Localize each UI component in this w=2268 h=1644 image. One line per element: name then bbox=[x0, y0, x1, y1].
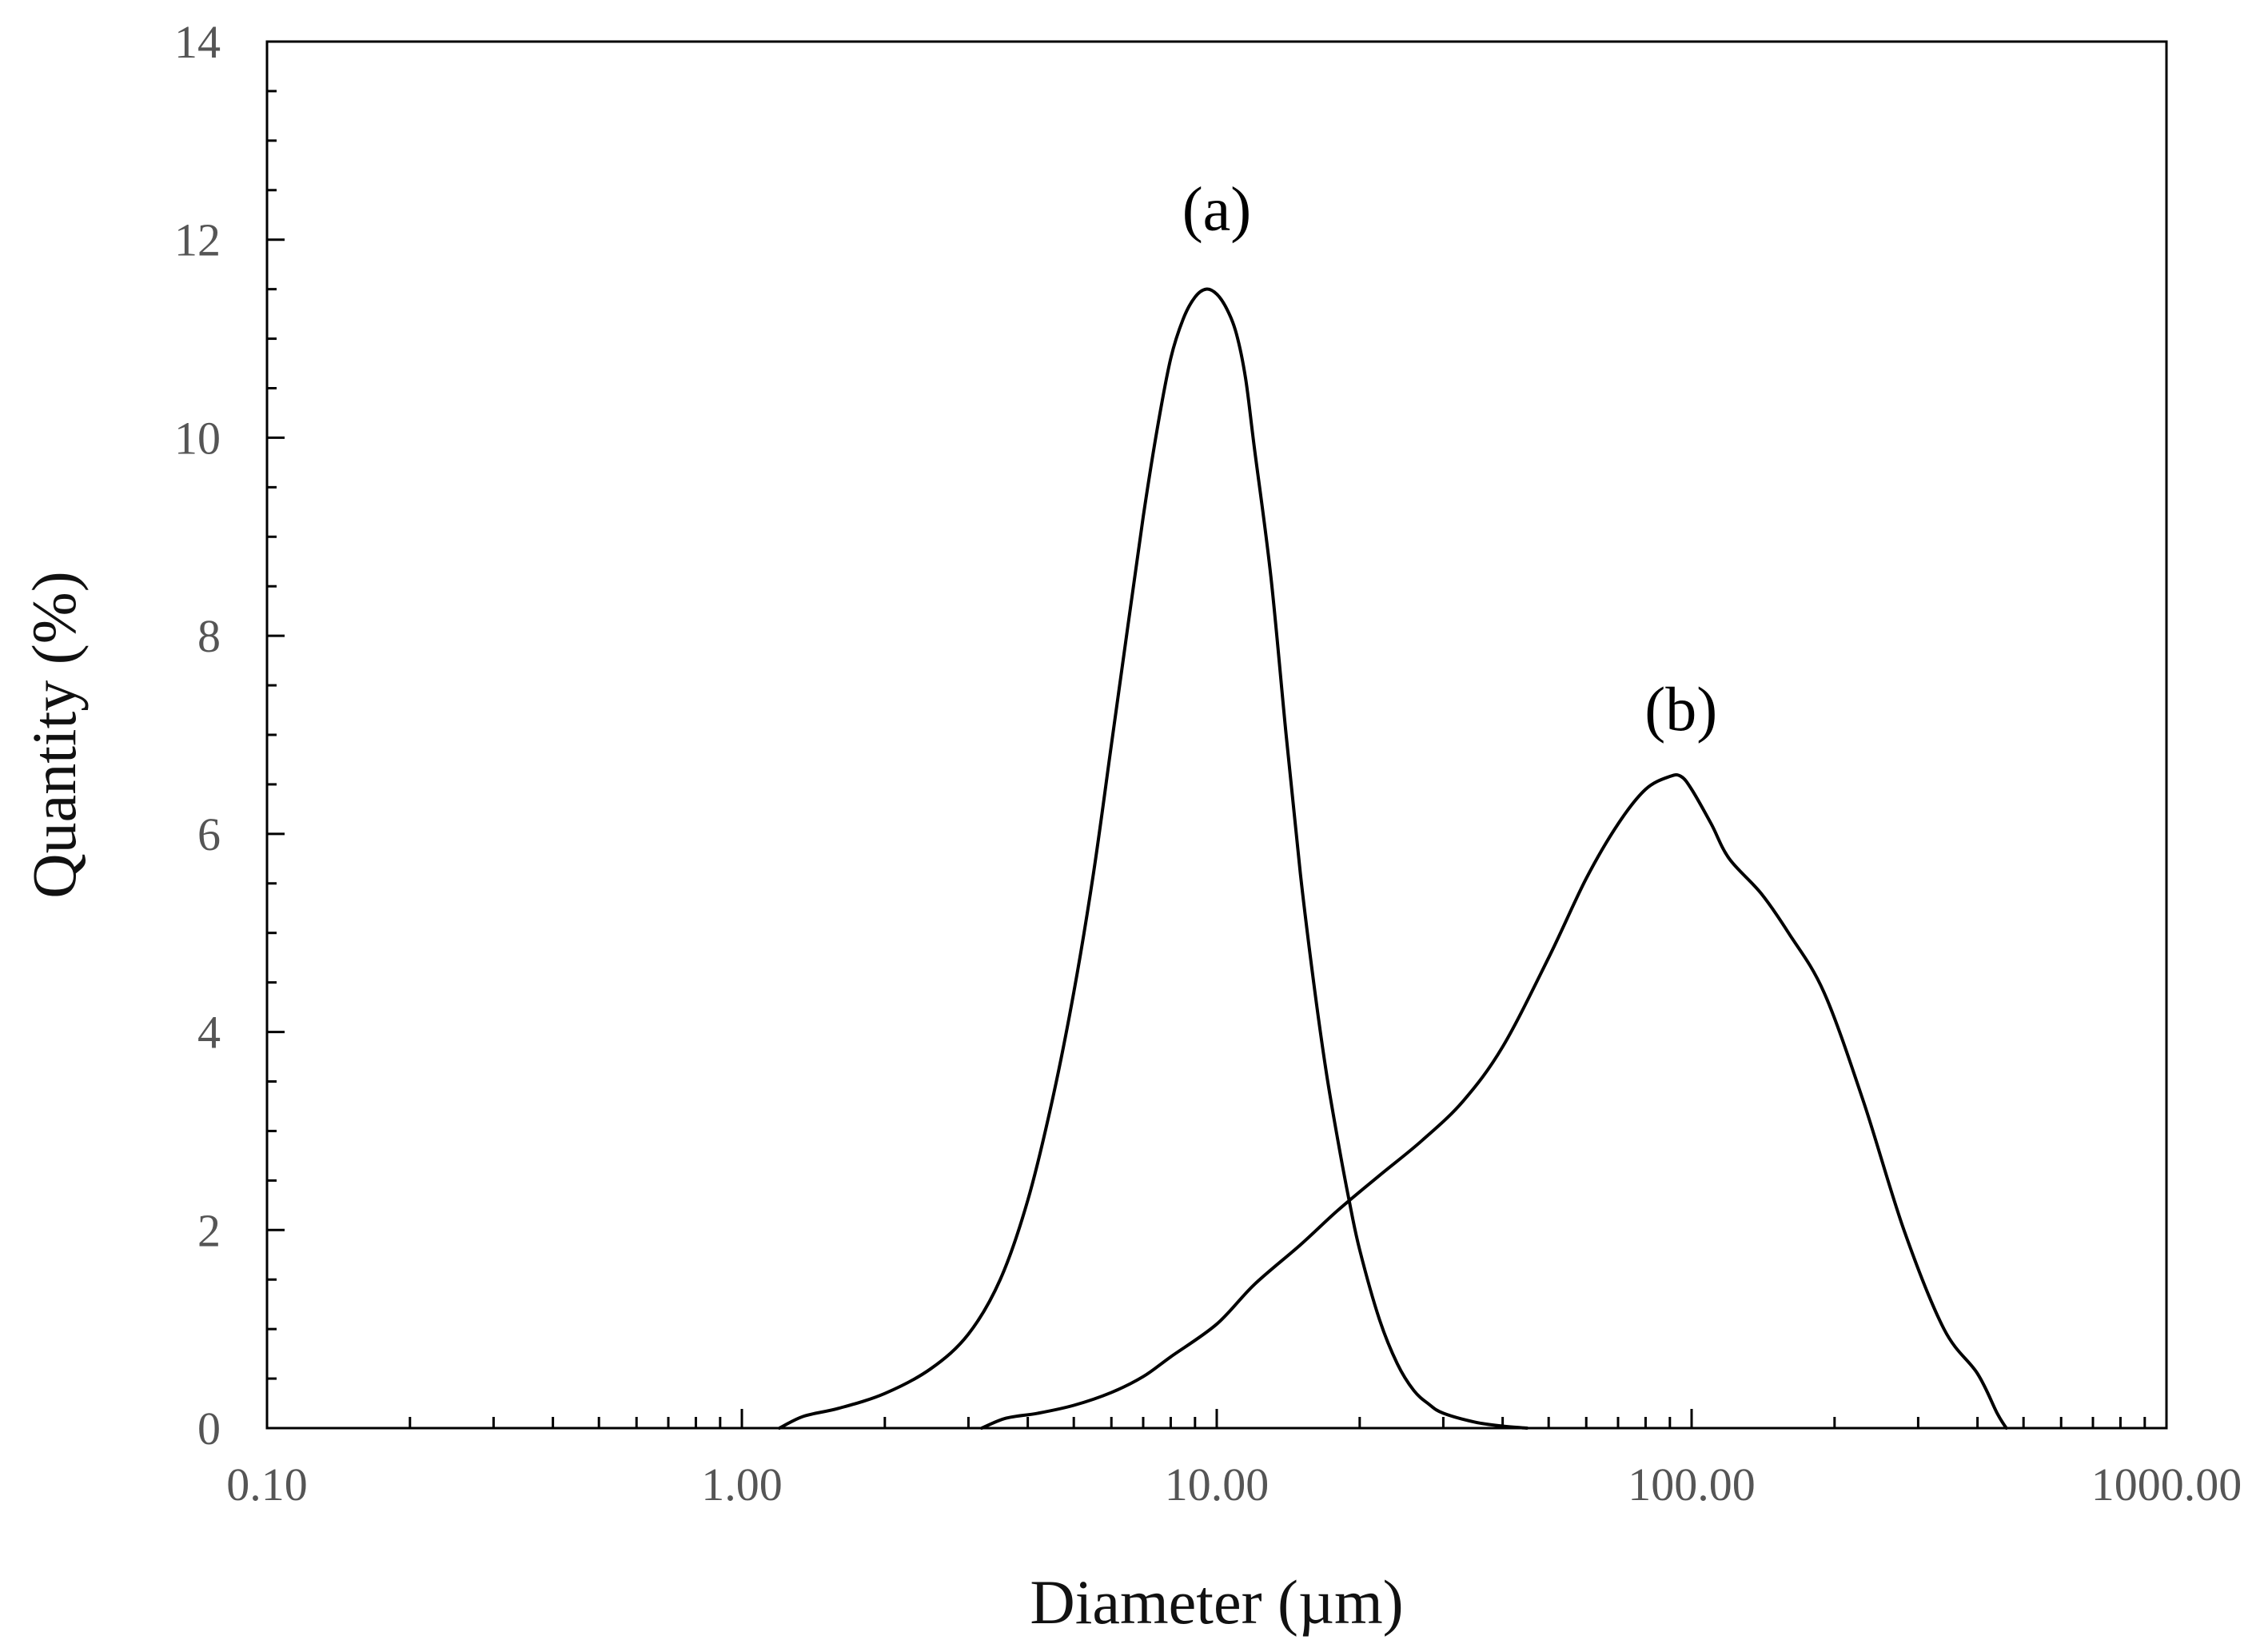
y-tick-label: 10 bbox=[174, 412, 221, 464]
x-tick-label: 1000.00 bbox=[2091, 1458, 2242, 1510]
y-tick-label: 14 bbox=[174, 16, 221, 68]
y-tick-label: 8 bbox=[197, 610, 221, 662]
x-tick-label: 0.10 bbox=[226, 1458, 308, 1510]
minor-ticks bbox=[409, 1417, 2146, 1428]
series-b-line bbox=[980, 773, 2008, 1430]
y-tick-label: 2 bbox=[197, 1204, 221, 1256]
annotation-a: (a) bbox=[1182, 174, 1252, 243]
x-tick-label: 10.00 bbox=[1165, 1458, 1270, 1510]
x-axis-title: Diameter (µm) bbox=[1030, 1567, 1403, 1637]
series-a-line bbox=[778, 287, 1529, 1430]
y-tick-label: 12 bbox=[174, 214, 221, 266]
y-tick-label: 4 bbox=[197, 1007, 221, 1059]
annotation-layer: (a) (b) bbox=[1182, 174, 1718, 743]
annotation-b: (b) bbox=[1644, 674, 1717, 744]
y-axis-title: Quantity (%) bbox=[19, 571, 89, 898]
series-layer bbox=[778, 287, 2008, 1430]
y-tick-labels: 0 2 4 6 8 10 12 14 bbox=[174, 16, 221, 1454]
y-tick-label: 0 bbox=[197, 1403, 221, 1454]
plot-frame bbox=[265, 40, 2168, 1430]
y-tick-label: 6 bbox=[197, 808, 221, 860]
x-tick-labels: 0.10 1.00 10.00 100.00 1000.00 bbox=[226, 1458, 2242, 1510]
x-tick-label: 1.00 bbox=[701, 1458, 783, 1510]
x-tick-label: 100.00 bbox=[1628, 1458, 1756, 1510]
major-ticks bbox=[265, 40, 2168, 1430]
